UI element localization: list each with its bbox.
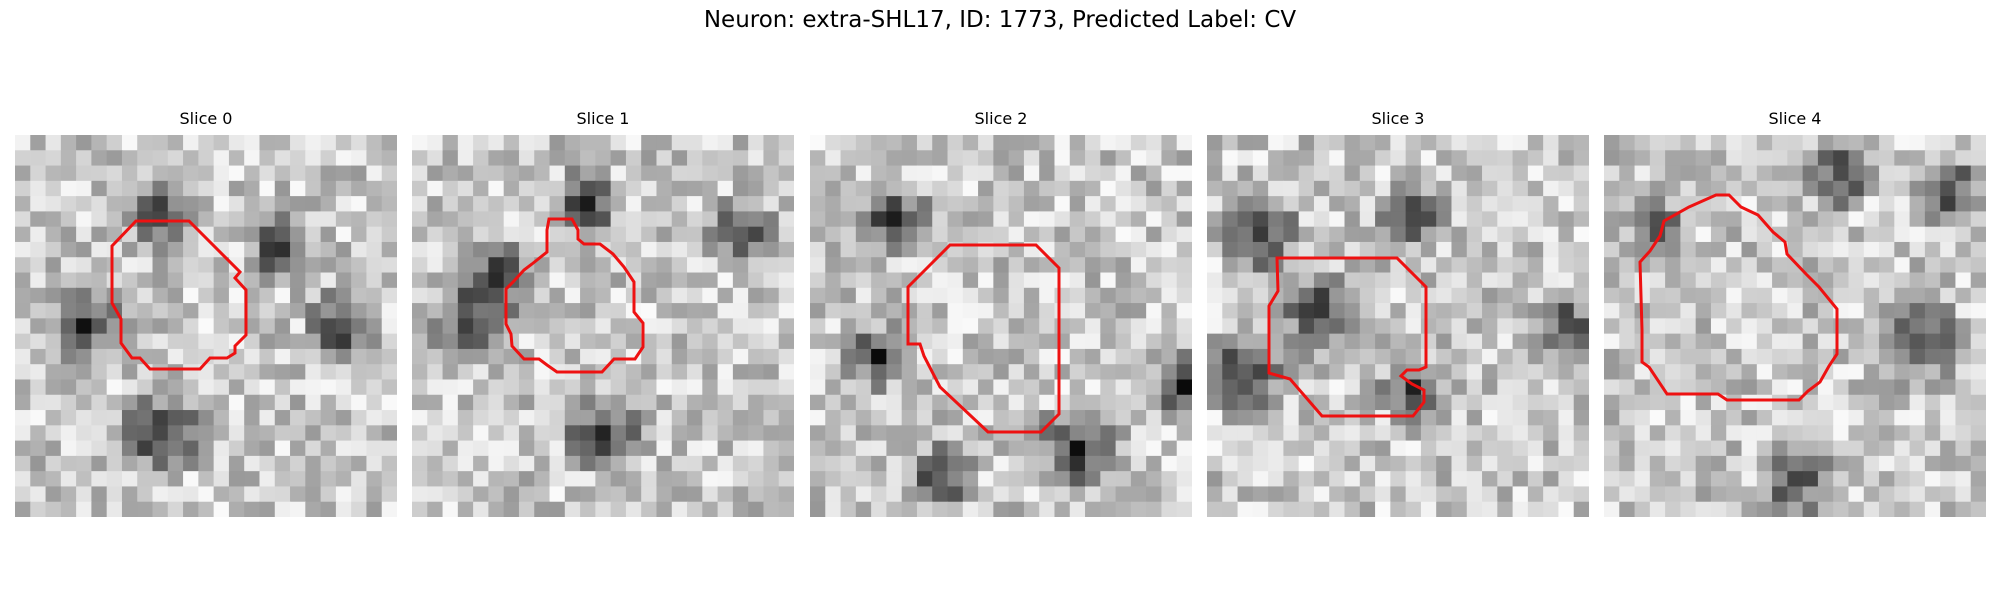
slice-pixels-0	[15, 135, 397, 517]
slice-title-0: Slice 0	[179, 109, 233, 128]
slice-panel-3: Slice 3	[1207, 109, 1589, 519]
slice-panel-2: Slice 2	[810, 109, 1192, 519]
slice-title-4: Slice 4	[1768, 109, 1822, 128]
slice-title-1: Slice 1	[576, 109, 630, 128]
slice-pixels-1	[412, 135, 794, 517]
slice-panel-1: Slice 1	[412, 109, 794, 519]
slice-panel-0: Slice 0	[15, 109, 397, 519]
neuron-contour-3	[1267, 256, 1428, 418]
slice-image-1	[412, 135, 794, 517]
figure-title: Neuron: extra-SHL17, ID: 1773, Predicted…	[703, 7, 1297, 33]
neuron-contour-2	[906, 243, 1061, 434]
slice-title-2: Slice 2	[974, 109, 1028, 128]
neuron-contour-4	[1638, 193, 1839, 402]
slice-image-0	[15, 135, 397, 517]
slice-title-3: Slice 3	[1371, 109, 1425, 128]
slice-pixels-3	[1207, 135, 1589, 517]
slice-pixels-4	[1604, 135, 1986, 517]
slice-image-2	[810, 135, 1192, 517]
neuron-contour-1	[504, 217, 645, 374]
slice-pixels-2	[810, 135, 1192, 517]
slice-image-3	[1207, 135, 1589, 517]
slice-panel-4: Slice 4	[1604, 109, 1986, 519]
slice-image-4	[1604, 135, 1986, 517]
neuron-contour-0	[110, 219, 248, 371]
